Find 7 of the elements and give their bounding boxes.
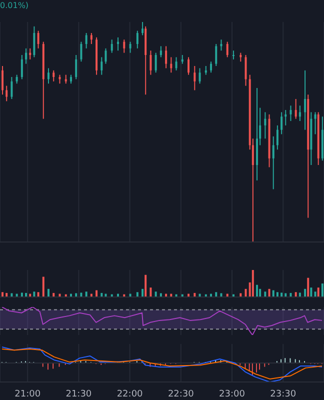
x-tick-label: 22:30 <box>168 389 194 400</box>
x-tick-label: 21:30 <box>66 389 92 400</box>
text: 0.01%) <box>0 1 29 10</box>
x-tick-label: 23:00 <box>219 389 246 400</box>
x-tick-label: 21:00 <box>14 389 41 400</box>
x-tick-label: 22:00 <box>116 389 144 400</box>
x-tick-label: 23:30 <box>270 389 296 400</box>
